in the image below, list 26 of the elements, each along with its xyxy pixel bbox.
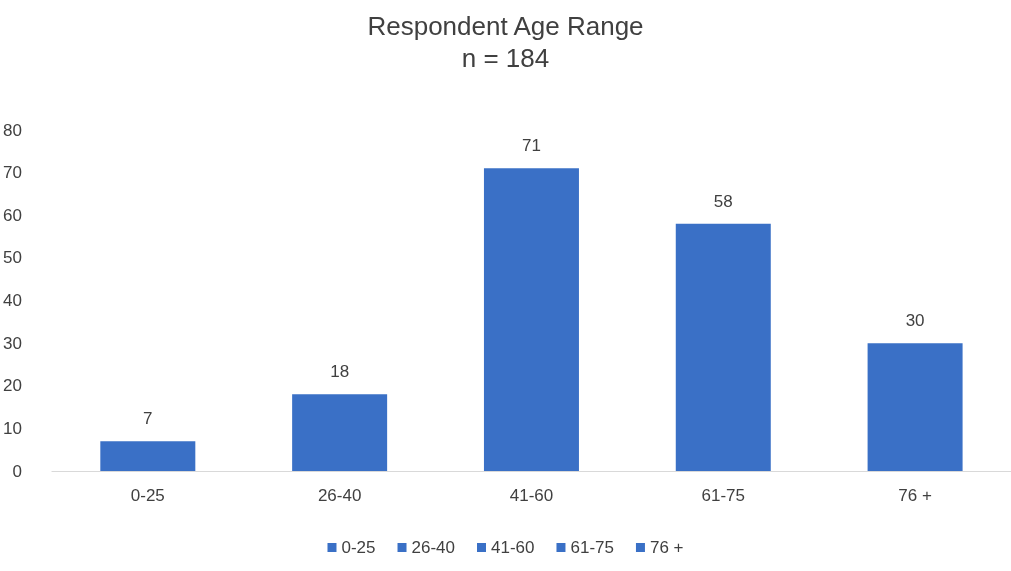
y-tick-label: 0 (12, 461, 22, 481)
y-tick-label: 10 (2, 418, 22, 438)
chart-subtitle: n = 184 (461, 43, 550, 73)
y-tick-label: 60 (2, 205, 22, 225)
data-label: 18 (330, 362, 350, 382)
y-tick-label: 70 (2, 163, 22, 183)
data-label: 71 (521, 136, 541, 156)
data-label: 7 (143, 409, 153, 429)
data-label: 58 (713, 191, 733, 211)
data-label: 30 (905, 311, 925, 331)
x-tick-label: 26-40 (317, 486, 362, 505)
legend-label: 0-25 (341, 538, 376, 557)
legend-label: 61-75 (570, 538, 614, 557)
legend-label: 76 + (649, 538, 684, 557)
y-tick-label: 50 (2, 248, 22, 268)
legend-label: 41-60 (490, 538, 535, 557)
x-tick-label: 61-75 (701, 486, 746, 505)
x-tick-label: 41-60 (509, 486, 554, 505)
legend-label: 26-40 (411, 538, 455, 557)
chart-title: Respondent Age Range (367, 11, 644, 41)
y-tick-label: 80 (2, 120, 22, 140)
x-tick-label: 76 + (898, 486, 932, 505)
y-tick-label: 20 (2, 376, 22, 396)
y-tick-label: 40 (2, 291, 22, 310)
y-tick-label: 30 (2, 333, 22, 353)
x-tick-label: 0-25 (130, 486, 165, 505)
